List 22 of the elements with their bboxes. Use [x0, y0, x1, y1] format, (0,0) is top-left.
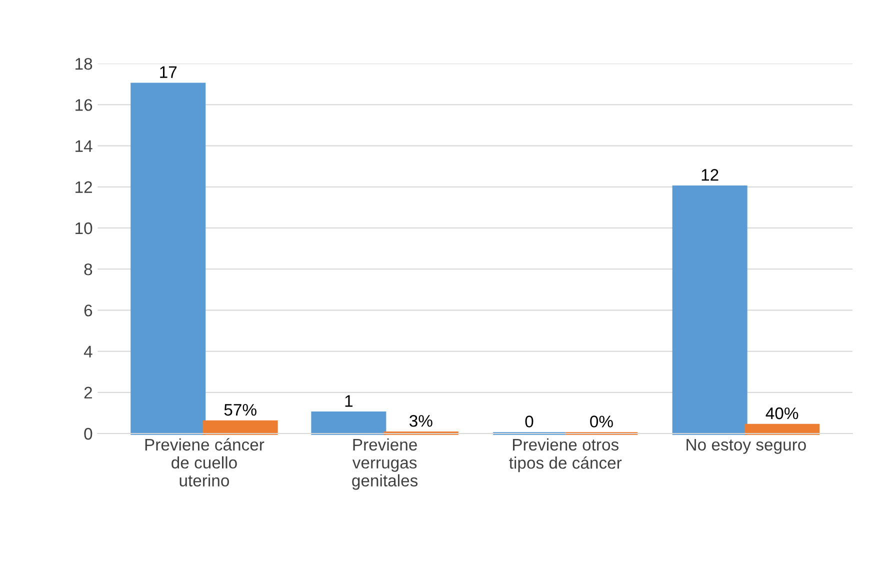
data-label: 17 — [160, 66, 177, 78]
y-tick-label: 8 — [84, 263, 92, 276]
data-label: 3% — [410, 415, 432, 427]
y-tick-label: 2 — [84, 386, 92, 398]
y-tick-label: 4 — [84, 346, 92, 358]
x-tick-label: Previene cáncer de cuello uterino — [145, 438, 264, 487]
data-label: 1 — [345, 395, 352, 407]
x-tick-label: Previene verrugas genitales — [352, 438, 418, 490]
data-label: 40% — [766, 407, 798, 420]
y-tick-label: 10 — [76, 222, 92, 234]
y-tick-label: 14 — [76, 140, 92, 152]
y-tick-label: 12 — [76, 181, 92, 193]
y-tick-label: 0 — [84, 428, 92, 440]
data-label: 0 — [525, 416, 534, 428]
data-label: 12 — [702, 169, 718, 181]
x-tick-label: Previene otros tipos de cáncer — [509, 438, 622, 472]
y-tick-label: 16 — [76, 99, 92, 111]
y-tick-label: 6 — [84, 304, 92, 316]
data-label: 0% — [590, 416, 613, 428]
x-tick-label: No estoy seguro — [686, 438, 806, 454]
data-label: 57% — [224, 404, 256, 416]
y-tick-label: 18 — [76, 58, 92, 70]
